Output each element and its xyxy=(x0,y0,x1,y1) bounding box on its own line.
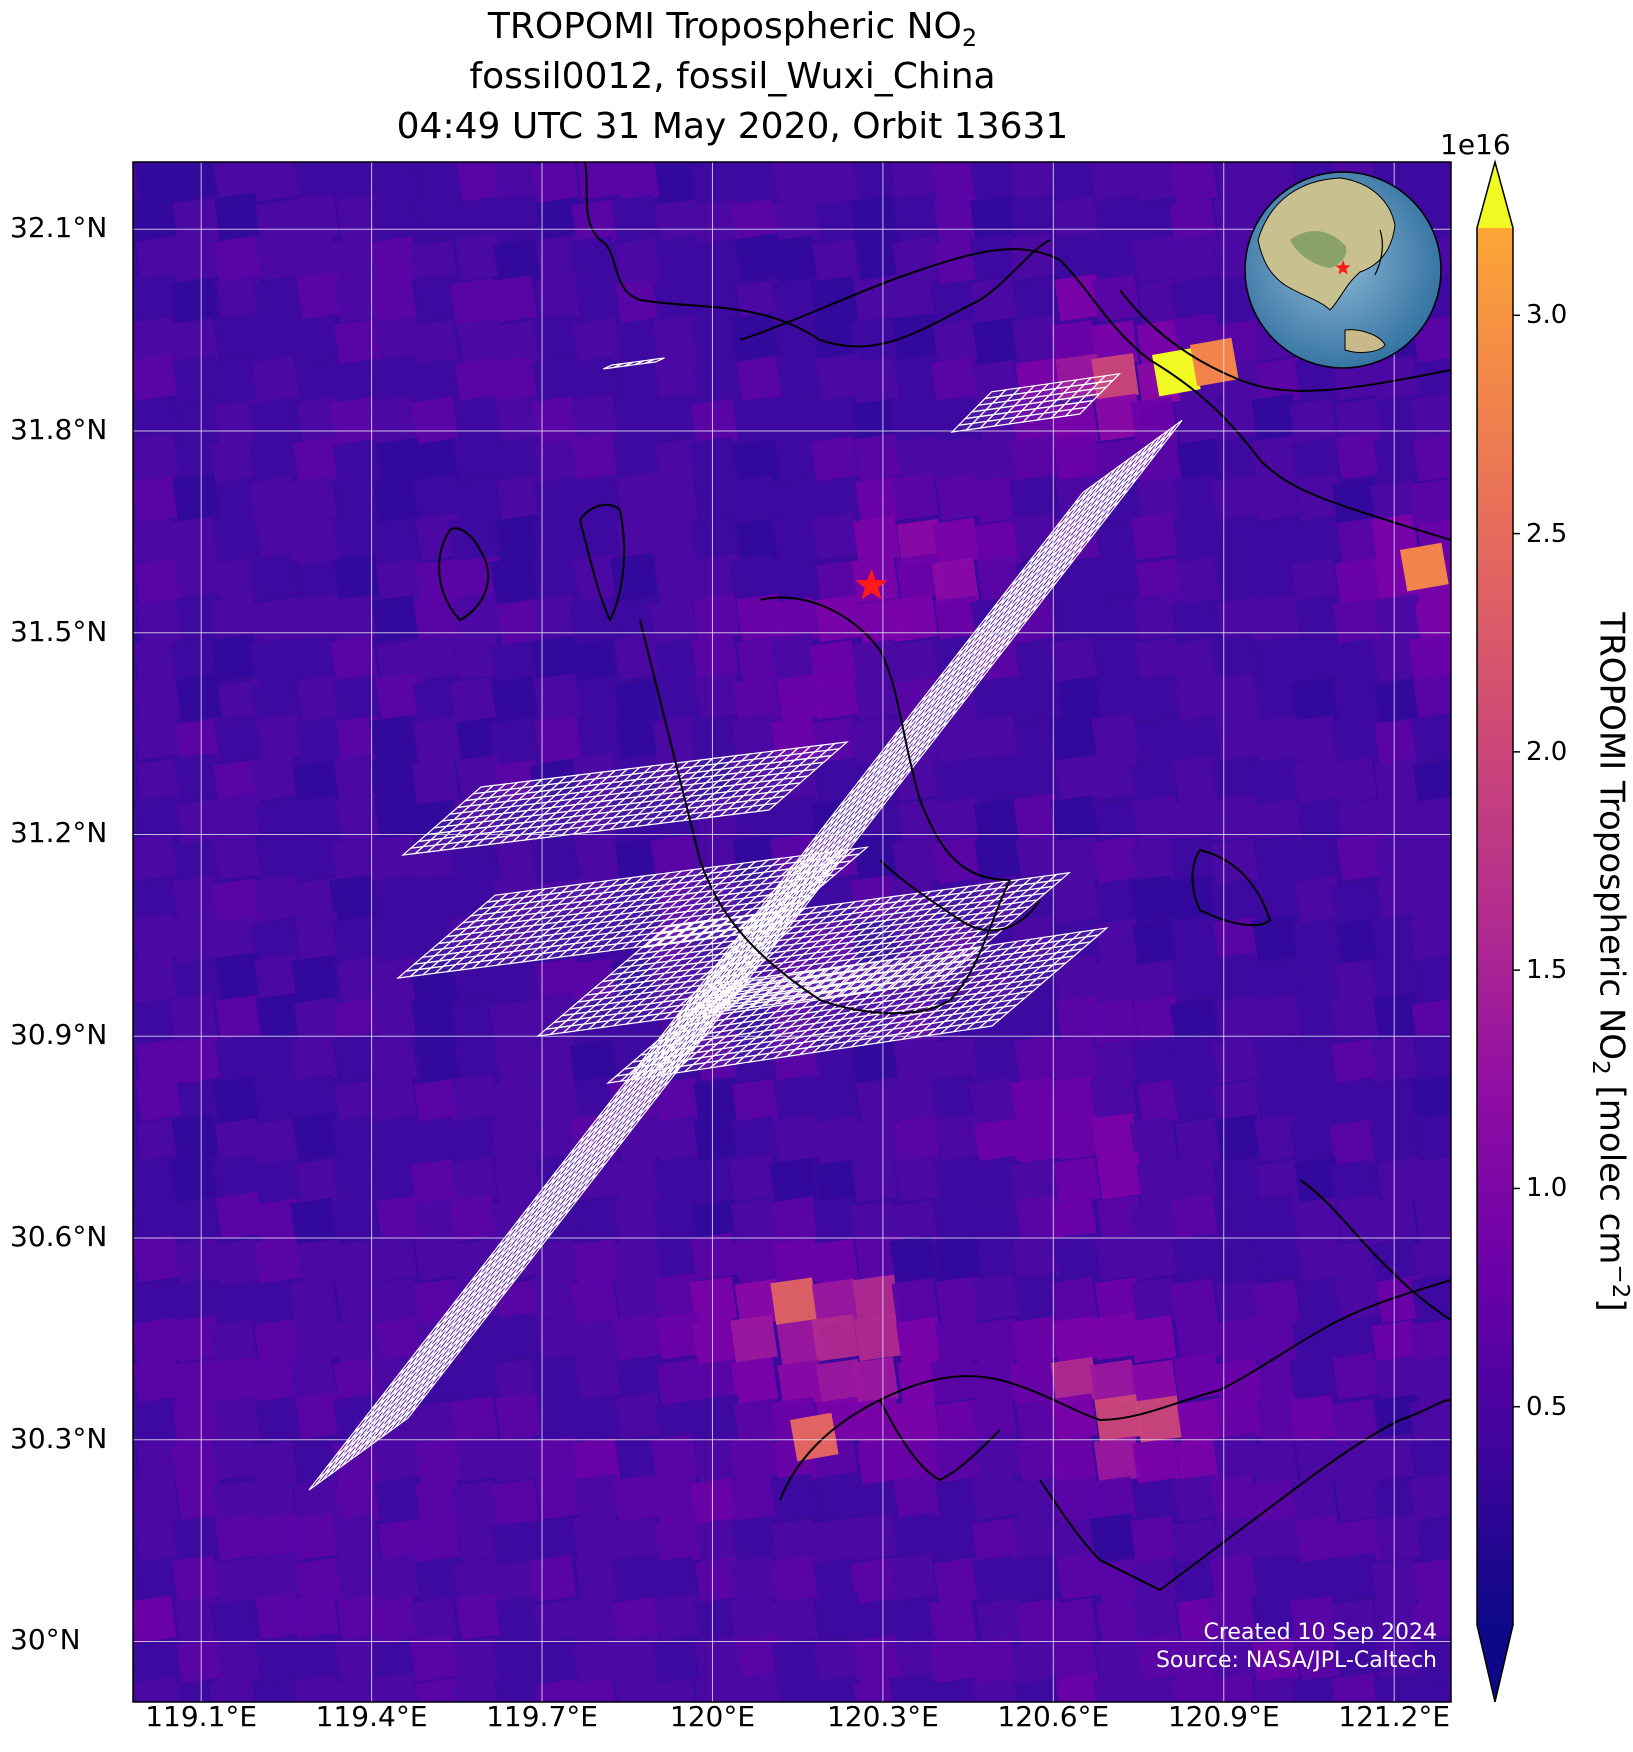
target-star-icon xyxy=(855,568,888,600)
locator-star-icon xyxy=(1335,260,1351,275)
lat-tick-label: 30.6°N xyxy=(10,1219,108,1253)
colorbar-tick-label: 1.5 xyxy=(1526,955,1568,986)
locator-globe xyxy=(1244,171,1442,369)
lon-tick-label: 119.7°E xyxy=(486,1700,598,1733)
colorbar-tick-label: 2.5 xyxy=(1526,518,1568,549)
lon-tick-label: 120.6°E xyxy=(997,1700,1110,1733)
title-line-2: fossil0012, fossil_Wuxi_China xyxy=(469,56,996,97)
colorbar-tick-label: 3.0 xyxy=(1526,300,1568,331)
lon-tick-label: 120°E xyxy=(669,1700,756,1733)
lat-tick-label: 30.9°N xyxy=(10,1018,108,1052)
colorbar xyxy=(1476,159,1520,1703)
title-line-3: 04:49 UTC 31 May 2020, Orbit 13631 xyxy=(396,106,1069,147)
lat-tick-label: 31.2°N xyxy=(10,816,108,850)
target-swath-grids xyxy=(308,357,1183,1491)
lon-tick-label: 119.1°E xyxy=(145,1700,258,1733)
lon-tick-label: 120.3°E xyxy=(826,1700,939,1733)
lat-tick-label: 30.3°N xyxy=(10,1421,108,1455)
map-frame xyxy=(132,161,1452,1703)
lon-tick-label: 120.9°E xyxy=(1167,1700,1280,1733)
no2-pixel-layer xyxy=(133,162,1451,1702)
title-line-1: TROPOMI Tropospheric NO2 xyxy=(487,6,978,53)
coastline-lines xyxy=(438,162,1451,1591)
lat-tick-label: 32.1°N xyxy=(10,211,108,245)
lon-tick-label: 119.4°E xyxy=(315,1700,428,1733)
colorbar-tick-label: 1.0 xyxy=(1526,1173,1568,1204)
lat-tick-label: 30°N xyxy=(10,1623,81,1657)
credit-created: Created 10 Sep 2024 xyxy=(1203,1620,1438,1645)
colorbar-exponent: 1e16 xyxy=(1440,128,1511,161)
credit-source: Source: NASA/JPL-Caltech xyxy=(1155,1648,1437,1673)
colorbar-label: TROPOMI Tropospheric NO2 [molec cm−2] xyxy=(1586,612,1633,1312)
colorbar-tick-label: 0.5 xyxy=(1526,1391,1568,1422)
lon-tick-label: 121.2°E xyxy=(1338,1700,1451,1733)
lat-tick-label: 31.5°N xyxy=(10,614,108,648)
lat-tick-label: 31.8°N xyxy=(10,412,108,446)
colorbar-tick-label: 2.0 xyxy=(1526,736,1568,767)
lat-lon-gridlines xyxy=(133,162,1451,1702)
